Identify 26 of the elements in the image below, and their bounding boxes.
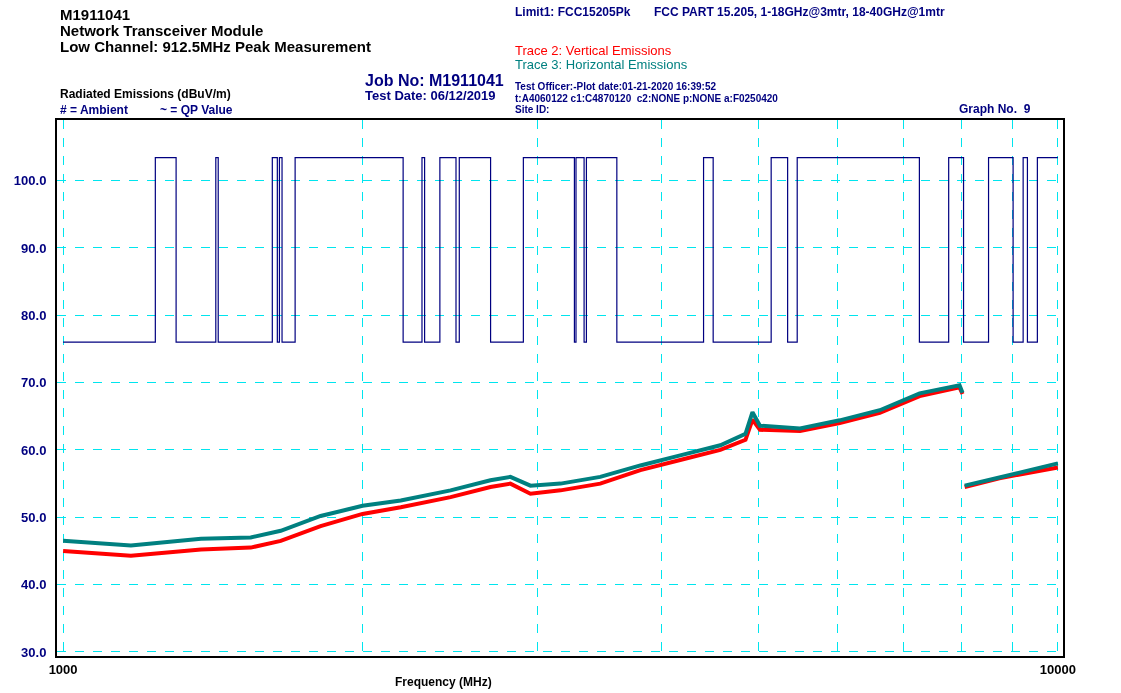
text: FCC PART 15.205, 1-18GHz@3mtr, 18-40GHz@1mtr [654, 5, 945, 19]
x-axis-title: Frequency (MHz) [395, 675, 492, 689]
y-tick-label: 80.0 [21, 307, 47, 323]
y-tick-label: 30.0 [21, 644, 47, 660]
text: Test Officer:-Plot date:01-21-2020 16:39:52 [515, 81, 717, 92]
y-tick-label: 60.0 [21, 442, 47, 458]
text: Site ID: [515, 104, 550, 115]
text: ~ = QP Value [160, 103, 233, 117]
y-tick-label: 100.0 [13, 173, 47, 189]
y-tick-label: 90.0 [21, 240, 47, 256]
chart-subtitle: Network Transceiver Module Low Channel: 912.5MHz Peak Measurement [60, 22, 371, 55]
x-tick-label: 10000 [1039, 661, 1076, 677]
text: Trace 2: Vertical Emissions [515, 43, 672, 58]
chart-title: M1911041 [60, 6, 131, 23]
y-tick-label: 40.0 [21, 577, 47, 593]
text: Job No: M1911041 [365, 72, 504, 89]
y-tick-label: 50.0 [21, 509, 47, 525]
y-axis-title: Radiated Emissions (dBuV/m) [60, 87, 231, 101]
text: Test Date: 06/12/2019 [365, 88, 496, 103]
text: t:A4060122 c1:C4870120 c2:NONE p:NONE a:F0250420 [515, 93, 779, 104]
x-tick-label: 1000 [48, 661, 78, 677]
text: Trace 3: Horizontal Emissions [515, 57, 688, 72]
text: Limit1: FCC15205Pk [515, 5, 631, 19]
y-tick-label: 70.0 [21, 375, 47, 391]
text: # = Ambient [60, 103, 128, 117]
text: Graph No. 9 [959, 102, 1031, 116]
